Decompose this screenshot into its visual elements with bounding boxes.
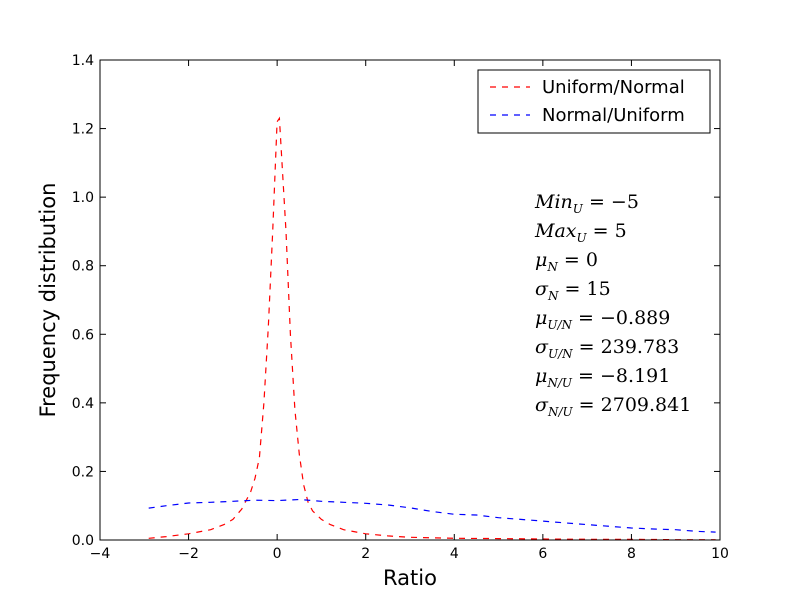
series-layer bbox=[148, 116, 716, 541]
plot-area bbox=[100, 60, 720, 540]
ticks-layer: −4 −2 0 2 4 6 8 10 0.0 0.2 0.4 0.6 0.8 1.0 1.2 1.4 bbox=[72, 53, 729, 562]
statistics-annotations: MinU = −5 MaxU = 5 μN = 0 σN = 15 μU/N = −0.… bbox=[534, 191, 691, 419]
y-axis-label: Frequency distribution bbox=[36, 183, 60, 418]
statistic-annotation: μU/N = −0.889 bbox=[535, 307, 670, 332]
legend-label-normal-uniform: Normal/Uniform bbox=[542, 105, 685, 126]
statistic-annotation: σN = 15 bbox=[535, 278, 611, 303]
x-tick-label: 0 bbox=[273, 546, 282, 562]
statistic-annotation: μN/U = −8.191 bbox=[535, 365, 670, 390]
y-tick-label: 0.0 bbox=[72, 533, 94, 549]
x-tick-label: 2 bbox=[361, 546, 370, 562]
legend: Uniform/Normal Normal/Uniform bbox=[477, 69, 711, 134]
x-tick-label: −2 bbox=[178, 546, 199, 562]
y-tick-label: 0.2 bbox=[72, 464, 94, 480]
statistic-annotation: σN/U = 2709.841 bbox=[535, 394, 691, 419]
y-tick-label: 1.4 bbox=[72, 53, 94, 69]
statistic-annotation: MaxU = 5 bbox=[534, 220, 627, 245]
y-tick-label: 1.0 bbox=[72, 190, 94, 206]
legend-label-uniform-normal: Uniform/Normal bbox=[542, 77, 685, 98]
statistic-annotation: μN = 0 bbox=[535, 249, 598, 274]
y-tick-label: 1.2 bbox=[72, 122, 94, 138]
statistic-annotation: σU/N = 239.783 bbox=[535, 336, 679, 361]
plot-frame bbox=[99, 59, 721, 541]
x-axis-label: Ratio bbox=[383, 566, 437, 590]
x-tick-label: 6 bbox=[538, 546, 547, 562]
x-tick-label: −4 bbox=[90, 546, 111, 562]
x-tick-label: 10 bbox=[711, 546, 729, 562]
legend-box bbox=[477, 69, 711, 134]
y-tick-label: 0.8 bbox=[72, 259, 94, 275]
y-tick-label: 0.4 bbox=[72, 396, 94, 412]
y-tick-label: 0.6 bbox=[72, 327, 94, 343]
x-tick-label: 4 bbox=[450, 546, 459, 562]
series-line-uniform-normal bbox=[148, 116, 716, 541]
statistic-annotation: MinU = −5 bbox=[534, 191, 639, 216]
x-tick-label: 8 bbox=[627, 546, 636, 562]
